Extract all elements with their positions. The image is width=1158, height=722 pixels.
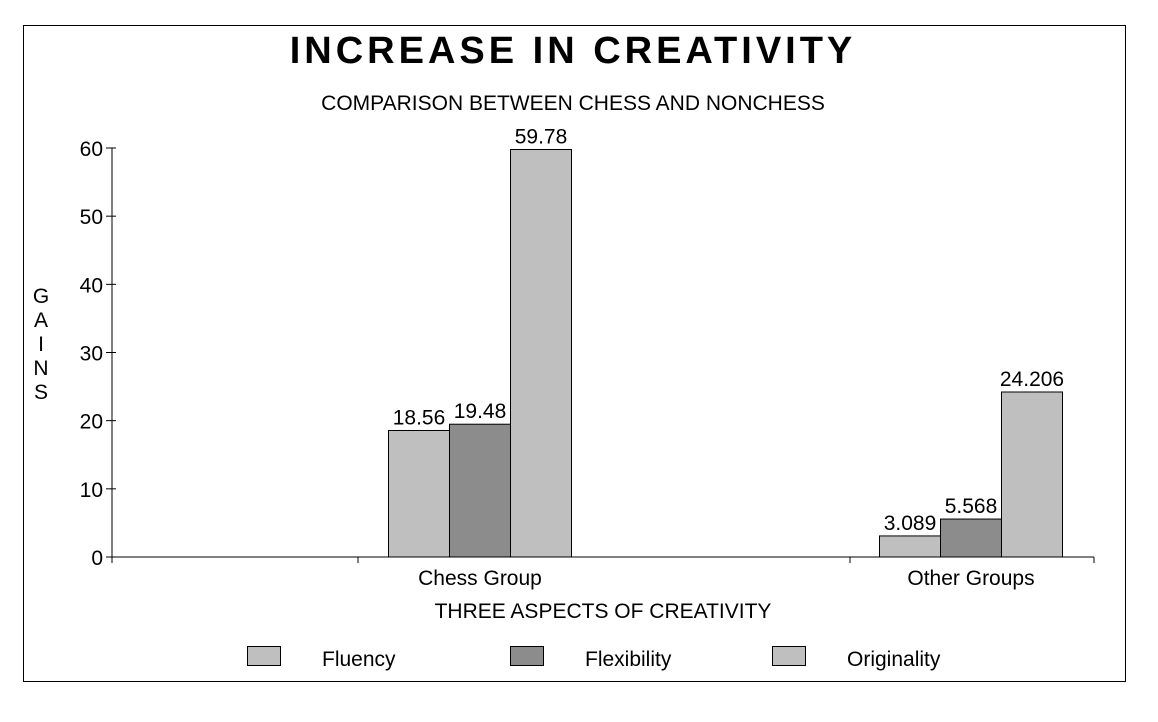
legend-swatch-flexibility	[510, 646, 544, 666]
y-axis-label-letter: S	[33, 381, 48, 404]
bar-value-label: 24.206	[1000, 368, 1064, 391]
y-tick-label: 10	[80, 479, 103, 502]
bar	[510, 148, 572, 558]
legend-swatch-originality	[772, 646, 806, 666]
legend-label-originality: Originality	[847, 648, 941, 671]
category-label: Other Groups	[907, 567, 1034, 590]
legend-swatch-fluency	[247, 646, 281, 666]
y-axis-label-letter: N	[33, 357, 49, 380]
bar	[1001, 391, 1063, 558]
bar-value-label: 59.78	[515, 125, 568, 148]
y-tick-label: 50	[80, 206, 103, 229]
y-axis-label-letter: A	[33, 309, 48, 332]
bar-value-label: 3.089	[884, 512, 937, 535]
y-tick-label: 30	[80, 343, 103, 366]
legend-label-flexibility: Flexibility	[585, 648, 672, 671]
x-axis-label: THREE ASPECTS OF CREATIVITY	[434, 600, 772, 623]
bar	[449, 423, 511, 558]
y-axis-label-letter: G	[32, 285, 50, 308]
y-tick-label: 60	[80, 138, 103, 161]
bar	[879, 535, 941, 558]
chart-frame	[23, 25, 1126, 682]
bar-value-label: 19.48	[454, 400, 507, 423]
legend-label-fluency: Fluency	[322, 648, 396, 671]
chart-subtitle: COMPARISON BETWEEN CHESS AND NONCHESS	[321, 92, 825, 115]
bar	[388, 429, 450, 558]
bar-value-label: 18.56	[393, 406, 446, 429]
chart-title: INCREASE IN CREATIVITY	[289, 30, 857, 72]
y-tick-label: 0	[91, 547, 103, 570]
y-tick-label: 20	[80, 411, 103, 434]
y-tick-label: 40	[80, 274, 103, 297]
bar-value-label: 5.568	[945, 495, 998, 518]
y-axis-label-letter: I	[38, 333, 44, 356]
bar	[940, 518, 1002, 558]
category-label: Chess Group	[418, 567, 542, 590]
